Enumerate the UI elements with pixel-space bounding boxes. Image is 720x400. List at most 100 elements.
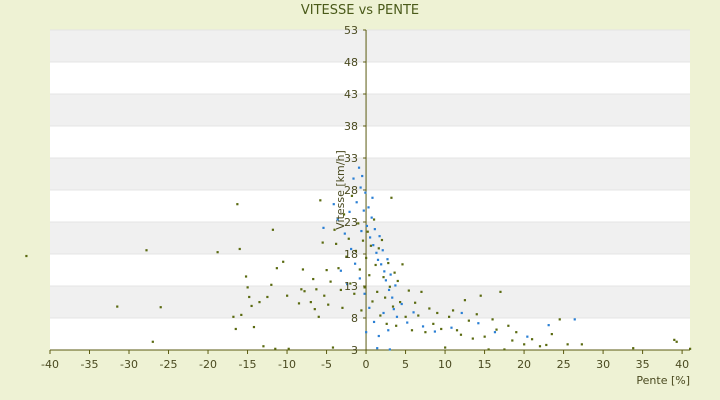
data-point bbox=[370, 216, 373, 219]
data-point bbox=[414, 301, 417, 304]
data-point bbox=[382, 311, 385, 315]
x-tick-label: -30 bbox=[120, 358, 138, 371]
data-point bbox=[507, 324, 510, 327]
data-point bbox=[262, 345, 265, 348]
x-tick-label: -25 bbox=[160, 358, 178, 371]
x-tick-label: 0 bbox=[363, 358, 370, 371]
data-point bbox=[335, 242, 338, 245]
x-tick-label: 10 bbox=[438, 358, 452, 371]
data-point bbox=[350, 194, 354, 197]
tick-labels: -40 -35 -30 -25 -20 -15 -10 -5 0 5 10 15 20 25 30 35 40 3… bbox=[41, 24, 689, 371]
data-point bbox=[373, 228, 376, 231]
data-point bbox=[495, 328, 498, 331]
x-tick-label: 25 bbox=[557, 358, 571, 371]
data-point bbox=[380, 238, 384, 242]
data-point bbox=[321, 241, 324, 244]
data-point bbox=[673, 338, 676, 341]
data-point bbox=[675, 340, 678, 343]
data-point bbox=[366, 230, 369, 233]
x-tick-label: -35 bbox=[81, 358, 99, 371]
data-point bbox=[301, 268, 305, 271]
data-point bbox=[345, 255, 348, 258]
data-point bbox=[232, 315, 235, 318]
data-point bbox=[371, 300, 374, 303]
data-point bbox=[375, 251, 378, 254]
data-point bbox=[322, 226, 325, 229]
data-point bbox=[297, 302, 301, 305]
data-point bbox=[25, 254, 28, 258]
data-point bbox=[369, 236, 372, 239]
data-point bbox=[417, 314, 420, 317]
data-point bbox=[451, 309, 455, 312]
data-point bbox=[376, 290, 379, 293]
x-tick-label: 30 bbox=[596, 358, 610, 371]
data-point bbox=[352, 177, 355, 180]
data-point bbox=[368, 274, 371, 277]
data-point bbox=[355, 201, 358, 204]
y-tick-label: 48 bbox=[344, 56, 358, 69]
data-point bbox=[376, 258, 380, 261]
data-point bbox=[558, 318, 561, 321]
data-point bbox=[317, 315, 320, 318]
data-point bbox=[244, 275, 248, 278]
data-point bbox=[372, 320, 376, 324]
data-point bbox=[333, 228, 336, 231]
data-point bbox=[368, 306, 371, 309]
data-point bbox=[343, 232, 346, 235]
data-point bbox=[336, 218, 339, 221]
data-point bbox=[394, 284, 397, 287]
data-point bbox=[337, 267, 340, 270]
data-point bbox=[360, 229, 363, 233]
plot-band bbox=[50, 30, 690, 62]
data-point bbox=[270, 283, 273, 286]
data-point bbox=[271, 228, 275, 231]
data-point bbox=[632, 347, 635, 350]
data-point bbox=[358, 268, 361, 271]
data-point bbox=[319, 199, 322, 202]
plot-band bbox=[50, 126, 690, 158]
data-point bbox=[309, 301, 312, 304]
x-axis-label: Pente [%] bbox=[636, 374, 690, 387]
data-point bbox=[353, 262, 357, 265]
data-point bbox=[365, 331, 368, 334]
data-point bbox=[391, 296, 394, 299]
data-point bbox=[361, 174, 364, 178]
data-point bbox=[399, 301, 402, 304]
data-point bbox=[396, 279, 399, 283]
data-point bbox=[369, 244, 372, 247]
data-point bbox=[159, 306, 162, 309]
y-tick-label: 43 bbox=[344, 88, 358, 101]
data-point bbox=[323, 294, 326, 297]
data-point bbox=[339, 269, 342, 272]
data-point bbox=[383, 270, 386, 273]
data-point bbox=[530, 338, 534, 341]
data-point bbox=[151, 340, 154, 343]
data-point bbox=[360, 309, 363, 312]
data-point bbox=[357, 166, 361, 169]
data-point bbox=[377, 334, 380, 338]
data-point bbox=[387, 261, 390, 265]
data-point bbox=[116, 305, 119, 308]
data-point bbox=[266, 295, 269, 299]
plot-band bbox=[50, 254, 690, 286]
data-point bbox=[382, 276, 385, 279]
data-point bbox=[547, 324, 550, 327]
data-point bbox=[348, 210, 351, 213]
data-point bbox=[407, 289, 410, 292]
y-tick-label: 8 bbox=[351, 312, 358, 325]
axes bbox=[49, 29, 690, 354]
data-point bbox=[371, 196, 374, 199]
data-point bbox=[282, 260, 285, 263]
data-point bbox=[347, 237, 350, 240]
data-point bbox=[216, 251, 219, 254]
plot-band bbox=[50, 62, 690, 94]
data-point bbox=[377, 247, 380, 250]
data-point bbox=[240, 313, 243, 316]
data-point bbox=[477, 322, 480, 325]
data-point bbox=[538, 345, 542, 348]
x-tick-label: 40 bbox=[675, 358, 689, 371]
data-point bbox=[523, 343, 526, 346]
data-point bbox=[388, 285, 391, 288]
data-point bbox=[349, 282, 352, 285]
